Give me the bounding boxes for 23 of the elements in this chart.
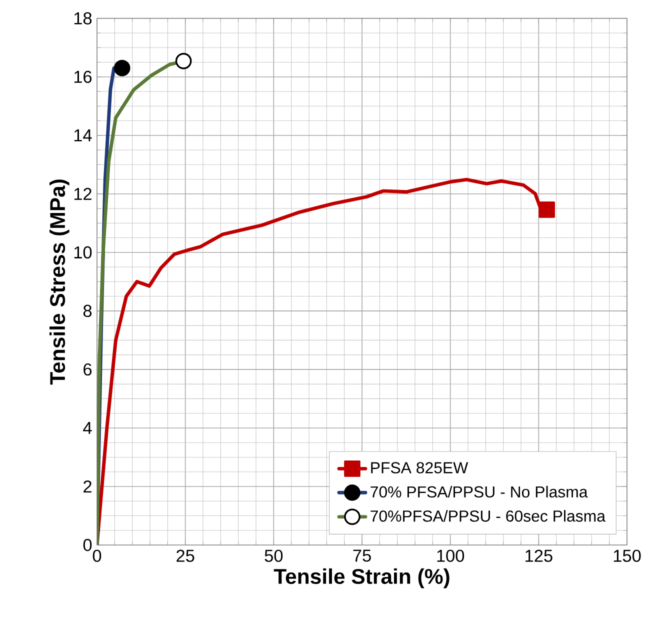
y-tick-label: 14 bbox=[74, 129, 92, 142]
x-axis-title: Tensile Strain (%) bbox=[274, 568, 450, 588]
x-tick-label: 75 bbox=[353, 550, 371, 562]
y-tick-label: 4 bbox=[83, 422, 92, 434]
x-tick-label: 25 bbox=[176, 550, 194, 562]
x-tick-label: 0 bbox=[92, 550, 102, 562]
y-tick-label: 16 bbox=[74, 70, 92, 83]
legend-label: 70%PFSA/PPSU - 60sec Plasma bbox=[370, 510, 606, 522]
x-tick-label: 100 bbox=[437, 550, 464, 562]
x-tick-label: 125 bbox=[526, 550, 552, 562]
y-tick-label: 8 bbox=[83, 304, 92, 318]
y-tick-label: 18 bbox=[74, 12, 92, 24]
legend-label: 70% PFSA/PPSU - No Plasma bbox=[370, 486, 588, 498]
y-axis-title: Tensile Stress (MPa) bbox=[49, 180, 70, 385]
y-tick-label: 0 bbox=[83, 538, 92, 552]
legend-label: PFSA 825EW bbox=[371, 462, 468, 474]
x-tick-label: 50 bbox=[264, 550, 283, 562]
y-tick-label: 2 bbox=[84, 480, 92, 493]
y-tick-label: 10 bbox=[74, 246, 92, 259]
point bbox=[538, 202, 555, 218]
y-tick-label: 12 bbox=[74, 188, 92, 200]
x-tick-label: 150 bbox=[614, 550, 641, 562]
y-tick-label: 6 bbox=[84, 363, 92, 376]
